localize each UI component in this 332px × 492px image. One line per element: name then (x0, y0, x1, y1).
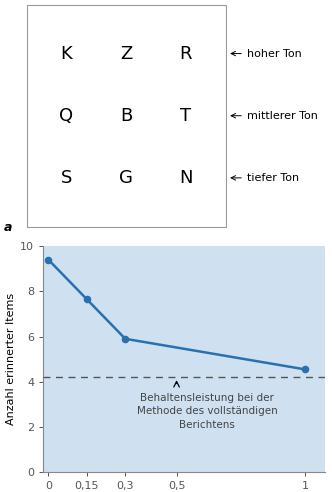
Text: Q: Q (59, 107, 73, 124)
Point (45, 256, 51, 264)
Point (302, 366, 307, 373)
Text: N: N (179, 169, 193, 187)
Y-axis label: Anzahl erinnerter Items: Anzahl erinnerter Items (6, 293, 16, 425)
Text: K: K (60, 45, 72, 62)
Text: S: S (61, 169, 72, 187)
Text: a: a (3, 221, 12, 234)
Text: Behaltensleistung bei der
Methode des vollständigen
Berichtens: Behaltensleistung bei der Methode des vo… (137, 393, 278, 430)
Text: tiefer Ton: tiefer Ton (247, 173, 299, 183)
Text: T: T (180, 107, 192, 124)
Bar (27, 5, 226, 227)
Text: mittlerer Ton: mittlerer Ton (247, 111, 318, 121)
Point (84, 295, 89, 303)
Text: B: B (120, 107, 132, 124)
Text: hoher Ton: hoher Ton (247, 49, 302, 59)
Text: R: R (180, 45, 192, 62)
Point (123, 335, 128, 343)
Text: Z: Z (120, 45, 132, 62)
Text: G: G (119, 169, 133, 187)
